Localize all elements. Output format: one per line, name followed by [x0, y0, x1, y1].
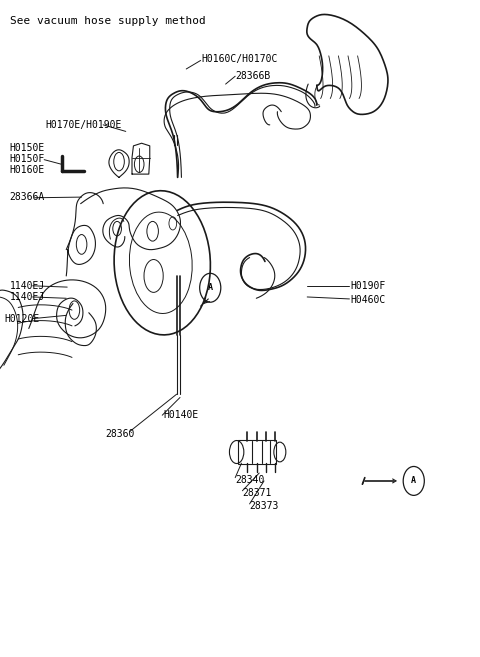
Text: H0170E/H0190E: H0170E/H0190E [46, 120, 122, 130]
Text: H0460C: H0460C [350, 295, 385, 306]
Text: H0140E: H0140E [163, 410, 198, 420]
Text: A: A [411, 476, 416, 486]
Text: 28373: 28373 [250, 501, 279, 511]
Text: See vacuum hose supply method: See vacuum hose supply method [10, 16, 205, 26]
Text: A: A [208, 283, 213, 292]
Text: 28366A: 28366A [10, 192, 45, 202]
Text: H0190F: H0190F [350, 281, 385, 291]
Text: H0160C/H0170C: H0160C/H0170C [202, 54, 278, 64]
Text: 28366B: 28366B [235, 70, 270, 81]
Text: 28360: 28360 [106, 428, 135, 439]
Text: H0160E: H0160E [10, 165, 45, 175]
Text: H0120E: H0120E [5, 313, 40, 324]
Text: 28371: 28371 [242, 487, 272, 498]
Text: 1140EJ: 1140EJ [10, 281, 45, 291]
Text: H0150E: H0150E [10, 143, 45, 153]
Text: H0150F: H0150F [10, 154, 45, 164]
Text: 1140EJ: 1140EJ [10, 292, 45, 302]
Text: 28340: 28340 [235, 474, 264, 485]
